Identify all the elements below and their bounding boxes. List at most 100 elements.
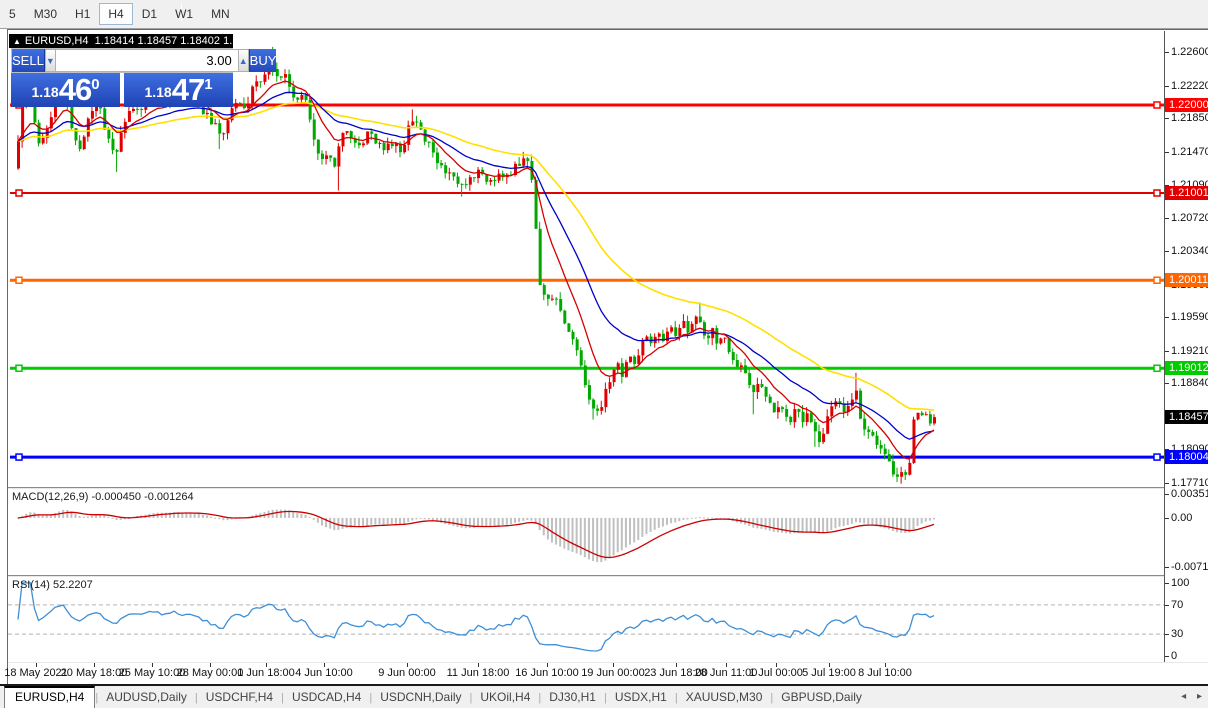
hline-anchor[interactable]: [1153, 276, 1161, 284]
time-tick-label: 4 Jun 10:00: [295, 667, 353, 679]
macd-histogram-bar: [661, 517, 664, 527]
price-tick-label: 1.22220: [1171, 79, 1208, 92]
candle-body: [546, 294, 550, 299]
sell-button[interactable]: SELL: [12, 49, 45, 72]
macd-histogram-bar: [296, 513, 299, 518]
macd-histogram-bar: [25, 513, 28, 518]
time-tick-label: 1 Jun 18:00: [237, 667, 295, 679]
hline-anchor[interactable]: [15, 453, 23, 461]
macd-histogram-bar: [711, 517, 714, 519]
candle-body: [694, 316, 698, 324]
candle-body: [17, 141, 20, 169]
macd-histogram-bar: [444, 517, 447, 525]
candle-body: [431, 142, 435, 153]
macd-histogram-bar: [768, 517, 771, 531]
timeframe-button-D1[interactable]: D1: [141, 7, 158, 21]
hline-anchor[interactable]: [1153, 364, 1161, 373]
macd-histogram-bar: [448, 517, 451, 526]
collapse-triangle-icon[interactable]: ▲: [13, 37, 21, 46]
candle-body: [136, 108, 140, 110]
tab-scroll-right-icon[interactable]: ▸: [1196, 691, 1202, 702]
chart-tab-dj30-h1[interactable]: DJ30,H1: [549, 690, 596, 704]
price-tick-dash: [1165, 118, 1169, 120]
candle-body: [501, 173, 505, 178]
price-tick-label: 1.19210: [1171, 344, 1208, 357]
chart-tab-xauusd-m30[interactable]: XAUUSD,M30: [685, 690, 763, 704]
pane-divider[interactable]: [8, 575, 1208, 577]
rsi-chart[interactable]: [8, 577, 1164, 662]
candle-body: [456, 176, 460, 184]
hline-anchor[interactable]: [1153, 189, 1161, 197]
volume-input[interactable]: [55, 49, 238, 72]
macd-histogram-bar: [690, 517, 693, 519]
timeframe-button-W1[interactable]: W1: [175, 7, 194, 21]
volume-decrease-button[interactable]: ▼: [44, 49, 56, 72]
candle-body: [362, 143, 366, 146]
chart-tab-audusd-daily[interactable]: AUDUSD,Daily: [106, 690, 187, 704]
candle-body: [629, 356, 633, 363]
sell-price-box[interactable]: 1.18 46 0: [11, 73, 120, 107]
candle-body: [493, 179, 497, 181]
macd-indicator-pane[interactable]: MACD(12,26,9) -0.000450 -0.001264: [8, 489, 1164, 575]
timeframe-button-H1[interactable]: H1: [75, 7, 91, 21]
time-tick-label: 5 Jul 19:00: [802, 667, 856, 679]
hline-anchor[interactable]: [15, 364, 23, 373]
macd-chart[interactable]: [8, 489, 1164, 575]
buy-button[interactable]: BUY: [248, 49, 277, 72]
macd-tick-label: 0.003515: [1171, 487, 1208, 500]
hline-anchor[interactable]: [15, 276, 23, 284]
candle-body: [723, 337, 727, 339]
macd-histogram-bar: [633, 517, 636, 543]
pane-divider[interactable]: [8, 487, 1208, 489]
main-chart-pane[interactable]: ▲ EURUSD,H4 1.18414 1.18457 1.18402 1.184…: [8, 31, 1164, 487]
time-tick-dash: [885, 663, 886, 667]
candle-body: [633, 356, 637, 364]
chart-tab-usdx-h1[interactable]: USDX,H1: [614, 690, 667, 704]
price-axis: 1.226001.222201.218501.214701.210901.207…: [1164, 31, 1208, 662]
candle-body: [587, 385, 591, 400]
chart-tab-gbpusd-daily[interactable]: GBPUSD,Daily: [781, 690, 862, 704]
candle-body: [657, 333, 661, 337]
candle-body: [698, 316, 702, 323]
macd-histogram-bar: [887, 517, 890, 530]
chart-tab-usdchf-h4[interactable]: USDCHF,H4: [205, 690, 274, 704]
chart-tab-usdcad-h4[interactable]: USDCAD,H4: [291, 690, 362, 704]
hline-anchor[interactable]: [1153, 101, 1161, 109]
macd-histogram-bar: [452, 517, 455, 526]
tab-scroll-left-icon[interactable]: ◂: [1181, 691, 1187, 702]
macd-histogram-bar: [497, 517, 500, 526]
macd-histogram-bar: [928, 517, 931, 521]
macd-histogram-bar: [353, 517, 356, 528]
candle-body: [715, 328, 719, 344]
macd-histogram-bar: [62, 509, 65, 518]
candle-body: [830, 406, 834, 417]
hline-anchor[interactable]: [1153, 453, 1161, 461]
rsi-line: [17, 582, 935, 652]
chart-tab-usdcnh-daily[interactable]: USDCNH,Daily: [380, 690, 462, 704]
candle-body: [119, 132, 123, 152]
tab-separator: |: [538, 692, 542, 704]
macd-histogram-bar: [423, 517, 426, 520]
hline-anchor[interactable]: [15, 189, 23, 197]
chart-tab-ukoil-h4[interactable]: UKOil,H4: [480, 690, 531, 704]
candle-body: [407, 125, 411, 145]
candle-body: [275, 68, 279, 77]
macd-histogram-bar: [764, 517, 767, 530]
rsi-indicator-pane[interactable]: RSI(14) 52.2207: [8, 577, 1164, 662]
macd-histogram-bar: [629, 517, 632, 545]
macd-histogram-bar: [17, 517, 19, 519]
macd-histogram-bar: [575, 517, 578, 554]
chart-tab-eurusd-h4[interactable]: EURUSD,H4: [4, 686, 96, 708]
timeframe-button-H4[interactable]: H4: [99, 3, 133, 25]
macd-histogram-bar: [801, 517, 804, 533]
candle-body: [760, 383, 764, 387]
macd-histogram-bar: [596, 517, 599, 563]
timeframe-button-M30[interactable]: M30: [33, 7, 58, 21]
volume-increase-button[interactable]: ▲: [237, 49, 249, 72]
macd-histogram-bar: [325, 517, 328, 528]
timeframe-button-MN[interactable]: MN: [211, 7, 230, 21]
buy-price-box[interactable]: 1.18 47 1: [124, 73, 233, 107]
candle-body: [464, 184, 468, 186]
timeframe-button-5[interactable]: 5: [9, 7, 16, 21]
candle-body: [288, 74, 292, 87]
